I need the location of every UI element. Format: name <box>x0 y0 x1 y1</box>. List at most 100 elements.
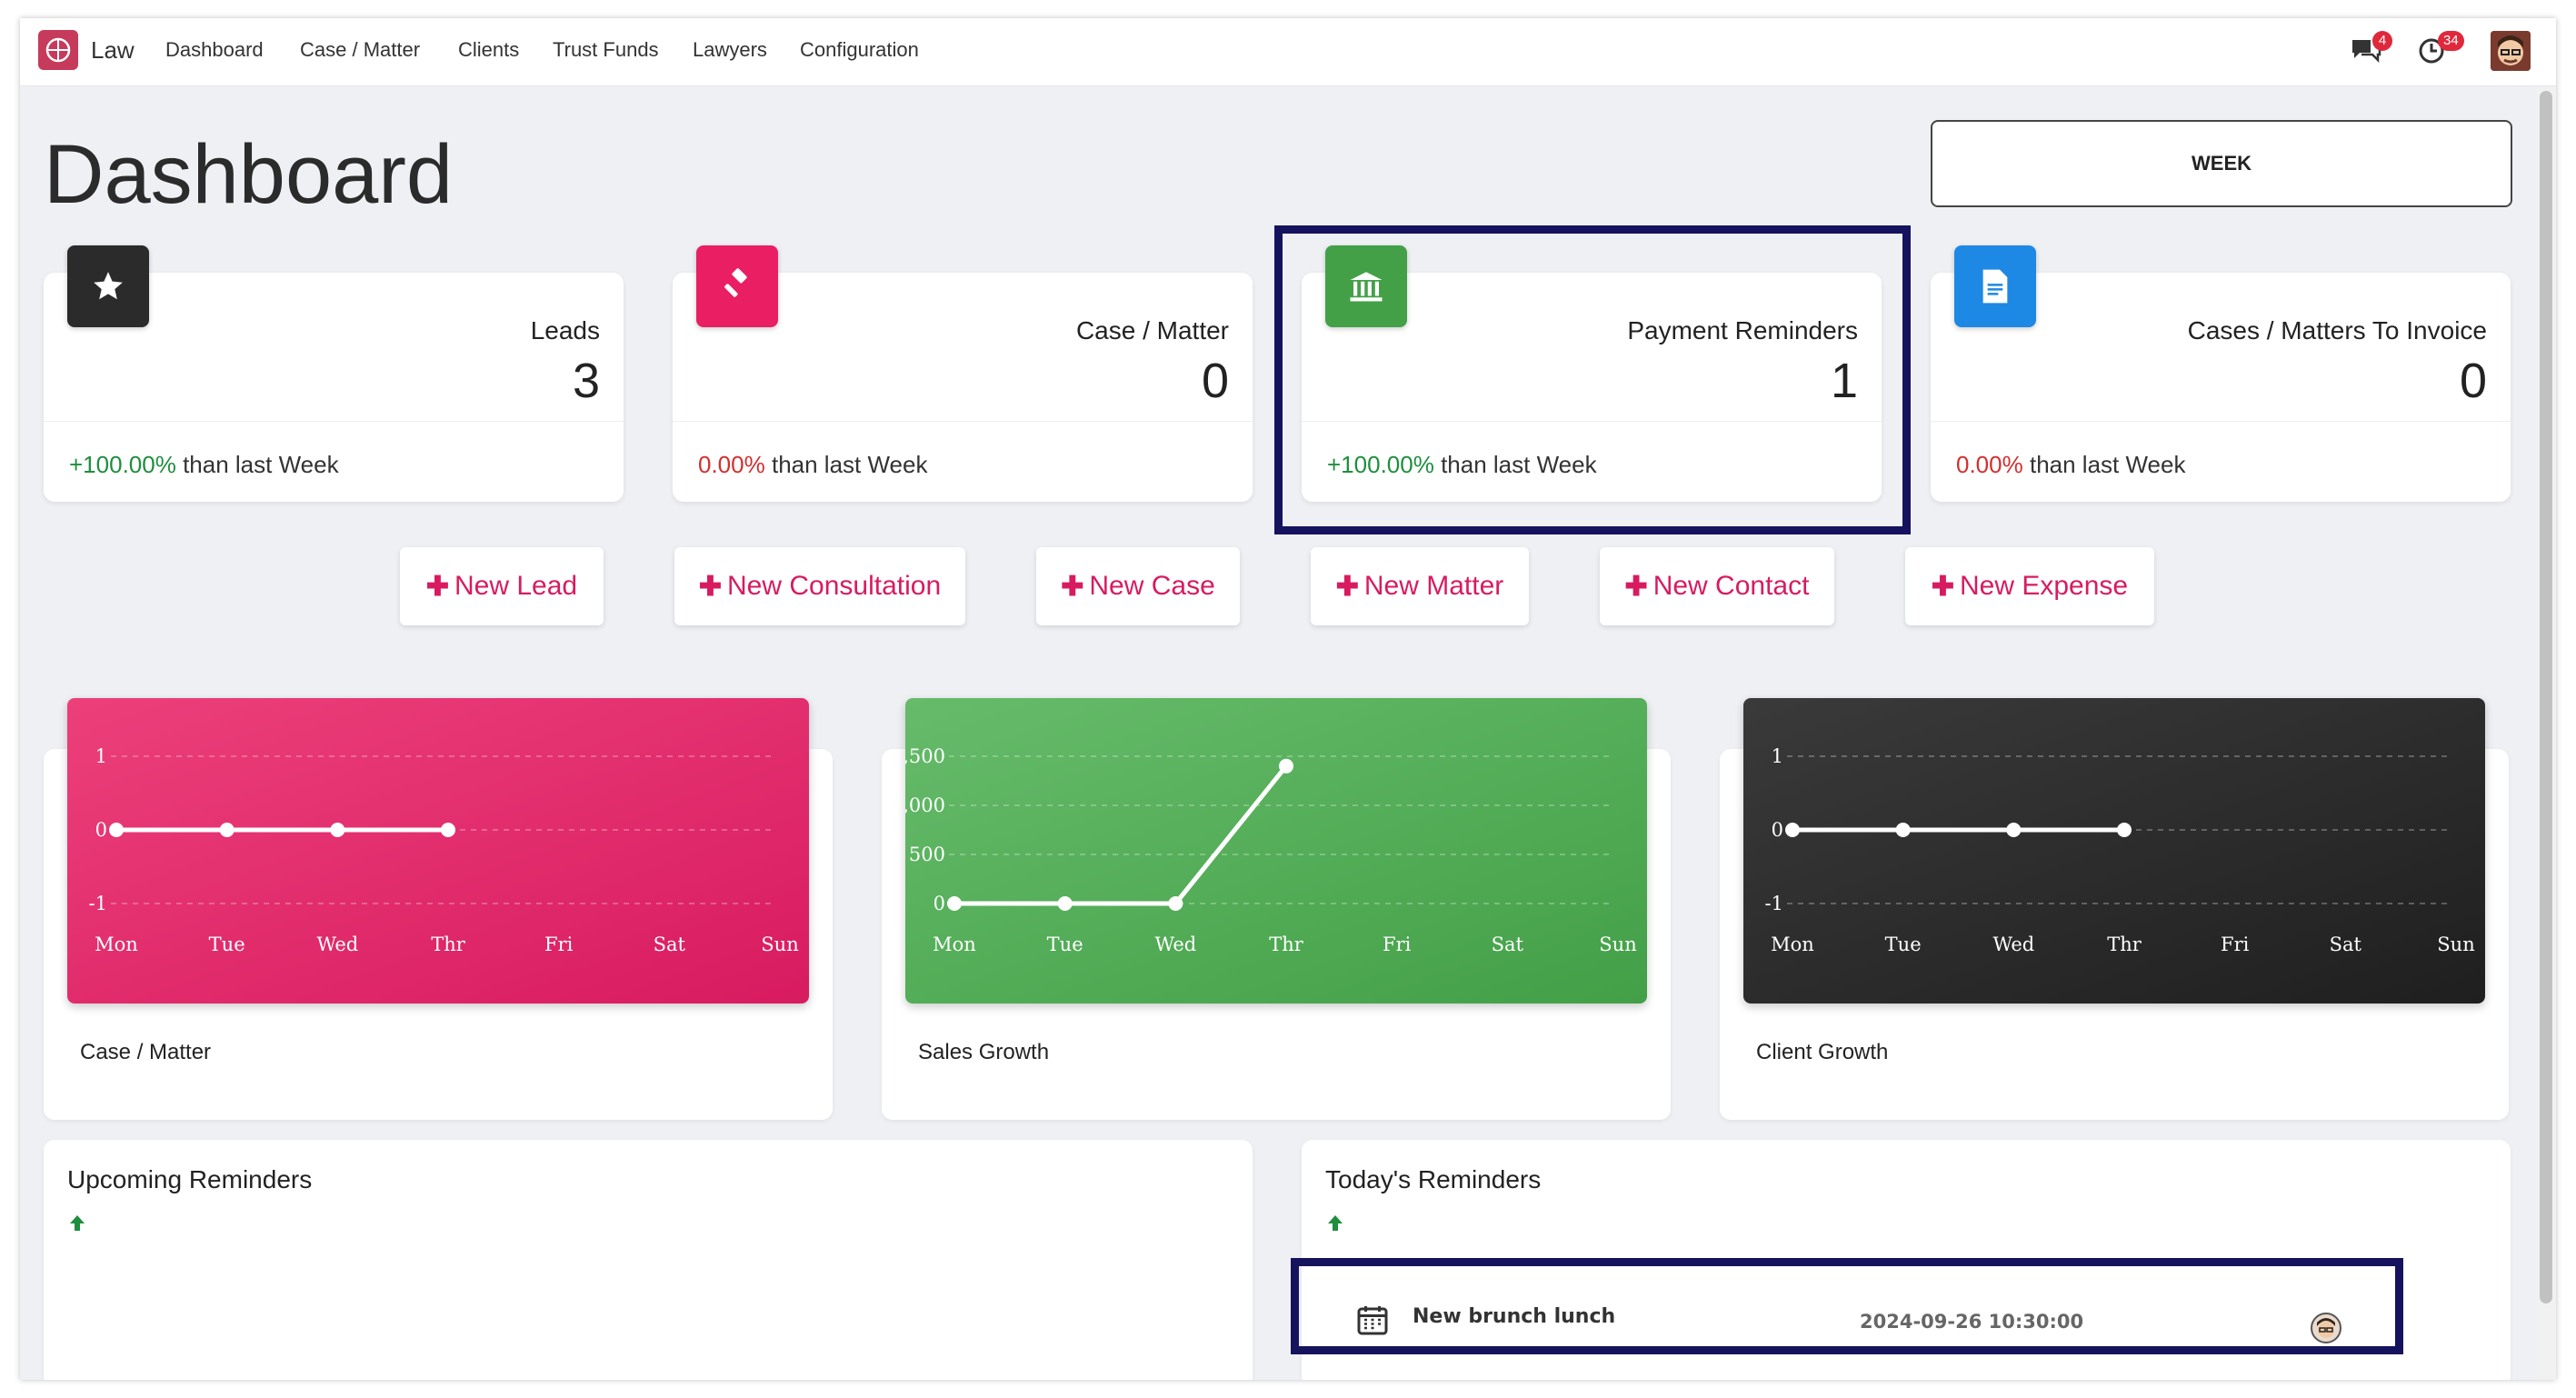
x-tick-label: Tue <box>1047 934 1083 955</box>
kpi-footer: 0.00% than last Week <box>1956 451 2185 479</box>
sales-growth-chart: 1,500 1,000 500 0 Mon Tue Wed Thr Fri Sat Sun <box>905 698 1647 1004</box>
x-tick-label: Thr <box>2107 934 2142 955</box>
chart-caption: Client Growth <box>1756 1040 1889 1064</box>
kpi-label: Leads <box>530 316 600 345</box>
divider <box>1931 421 2511 422</box>
chart-svg: 1 0 -1 Mon Tue Wed Thr Fri Sat Sun <box>89 745 799 955</box>
x-tick-label: Thr <box>431 934 466 955</box>
chart-caption: Sales Growth <box>918 1040 1050 1064</box>
nav-trust-funds[interactable]: Trust Funds <box>553 38 659 61</box>
kpi-footer: +100.00% than last Week <box>69 451 339 479</box>
data-point <box>1057 896 1073 911</box>
messages-badge: 4 <box>2372 31 2392 51</box>
scrollbar-thumb[interactable] <box>2540 91 2552 1303</box>
divider <box>673 421 1253 422</box>
kpi-value: 0 <box>2459 354 2487 408</box>
data-point <box>947 896 962 911</box>
nav-configuration[interactable]: Configuration <box>800 38 919 61</box>
activity-clock-icon[interactable] <box>2416 35 2447 70</box>
plus-icon: ✚ <box>698 571 722 602</box>
reminder-datetime: 2024-09-26 10:30:00 <box>1860 1311 2084 1333</box>
period-week-button[interactable]: WEEK <box>1931 120 2512 207</box>
kpi-card-leads[interactable]: Leads 3 +100.00% than last Week <box>44 245 624 502</box>
new-case-button[interactable]: ✚ New Case <box>1036 547 1240 625</box>
divider <box>1302 421 1882 422</box>
x-tick-label: Sat <box>654 934 686 955</box>
bank-icon <box>1325 245 1407 327</box>
data-point <box>1279 758 1293 774</box>
app-name[interactable]: Law <box>91 36 135 64</box>
button-label: New Case <box>1089 571 1215 601</box>
x-tick-label: Sun <box>1599 934 1636 955</box>
x-tick-label: Wed <box>1992 934 2034 955</box>
upcoming-reminders-card: Upcoming Reminders <box>44 1140 1253 1380</box>
kpi-change: 0.00% <box>1956 451 2023 478</box>
kpi-card-case-matter[interactable]: Case / Matter 0 0.00% than last Week <box>673 245 1253 502</box>
new-consultation-button[interactable]: ✚ New Consultation <box>674 547 965 625</box>
kpi-change-suffix: than last Week <box>771 451 928 478</box>
x-tick-label: Wed <box>316 934 358 955</box>
kpi-value: 1 <box>1830 354 1858 408</box>
x-tick-label: Tue <box>1885 934 1922 955</box>
kpi-card-payment-reminders[interactable]: Payment Reminders 1 +100.00% than last W… <box>1302 245 1882 502</box>
y-tick-label: -1 <box>1765 893 1783 914</box>
y-tick-label: 0 <box>1772 819 1783 841</box>
data-point <box>2117 823 2132 837</box>
data-point <box>109 823 124 837</box>
page-title: Dashboard <box>44 128 454 221</box>
plus-icon: ✚ <box>1931 571 1955 602</box>
x-tick-label: Tue <box>209 934 245 955</box>
reminder-title[interactable]: New brunch lunch <box>1413 1305 1616 1328</box>
arrow-up-icon[interactable] <box>67 1213 87 1237</box>
kpi-change: +100.00% <box>69 451 176 478</box>
x-tick-label: Mon <box>1771 934 1814 955</box>
x-tick-label: Mon <box>95 934 138 955</box>
data-point <box>330 823 345 837</box>
x-tick-label: Fri <box>2221 934 2250 955</box>
todays-reminders-title: Today's Reminders <box>1325 1165 1542 1193</box>
chart-svg: 1 0 -1 Mon Tue Wed Thr Fri Sat Sun <box>1765 745 2475 955</box>
x-tick-label: Thr <box>1269 934 1304 955</box>
kpi-change: +100.00% <box>1327 451 1434 478</box>
highlight-box <box>1291 1258 2403 1354</box>
kpi-change-suffix: than last Week <box>1441 451 1597 478</box>
x-tick-label: Sat <box>1492 934 1524 955</box>
app-logo-icon[interactable] <box>38 30 78 70</box>
button-label: New Lead <box>454 571 578 601</box>
button-label: New Contact <box>1652 571 1810 601</box>
nav-dashboard[interactable]: Dashboard <box>165 38 264 61</box>
user-avatar[interactable] <box>2491 31 2531 71</box>
y-tick-label: 1,500 <box>905 745 945 767</box>
new-lead-button[interactable]: ✚ New Lead <box>400 547 604 625</box>
data-point <box>2006 823 2022 837</box>
y-tick-label: 500 <box>909 844 945 865</box>
y-tick-label: 1 <box>1772 745 1783 767</box>
top-navbar: Law Dashboard Case / Matter Clients Trus… <box>20 18 2556 86</box>
y-tick-label: 1,000 <box>905 794 945 816</box>
kpi-card-cases-to-invoice[interactable]: Cases / Matters To Invoice 0 0.00% than … <box>1931 245 2511 502</box>
new-contact-button[interactable]: ✚ New Contact <box>1600 547 1834 625</box>
star-icon <box>67 245 149 327</box>
nav-case-matter[interactable]: Case / Matter <box>300 38 421 61</box>
arrow-up-icon[interactable] <box>1325 1213 1345 1237</box>
new-matter-button[interactable]: ✚ New Matter <box>1311 547 1529 625</box>
button-label: New Matter <box>1363 571 1504 601</box>
divider <box>44 421 624 422</box>
new-expense-button[interactable]: ✚ New Expense <box>1905 547 2154 625</box>
chart-caption: Case / Matter <box>80 1040 212 1064</box>
reminder-user-avatar <box>2311 1313 2341 1348</box>
app-window: Law Dashboard Case / Matter Clients Trus… <box>20 18 2556 1380</box>
client-growth-chart: 1 0 -1 Mon Tue Wed Thr Fri Sat Sun <box>1743 698 2485 1004</box>
x-tick-label: Mon <box>933 934 976 955</box>
kpi-change: 0.00% <box>698 451 765 478</box>
kpi-label: Cases / Matters To Invoice <box>2187 316 2487 345</box>
reminder-item[interactable]: New brunch lunch 2024-09-26 10:30:00 <box>1329 1282 2414 1358</box>
plus-icon: ✚ <box>1335 571 1359 602</box>
nav-clients[interactable]: Clients <box>458 38 520 61</box>
series-line <box>954 764 1288 906</box>
nav-lawyers[interactable]: Lawyers <box>693 38 767 61</box>
plus-icon: ✚ <box>1624 571 1648 602</box>
kpi-footer: 0.00% than last Week <box>698 451 927 479</box>
kpi-change-suffix: than last Week <box>2029 451 2186 478</box>
data-point <box>1168 896 1183 911</box>
